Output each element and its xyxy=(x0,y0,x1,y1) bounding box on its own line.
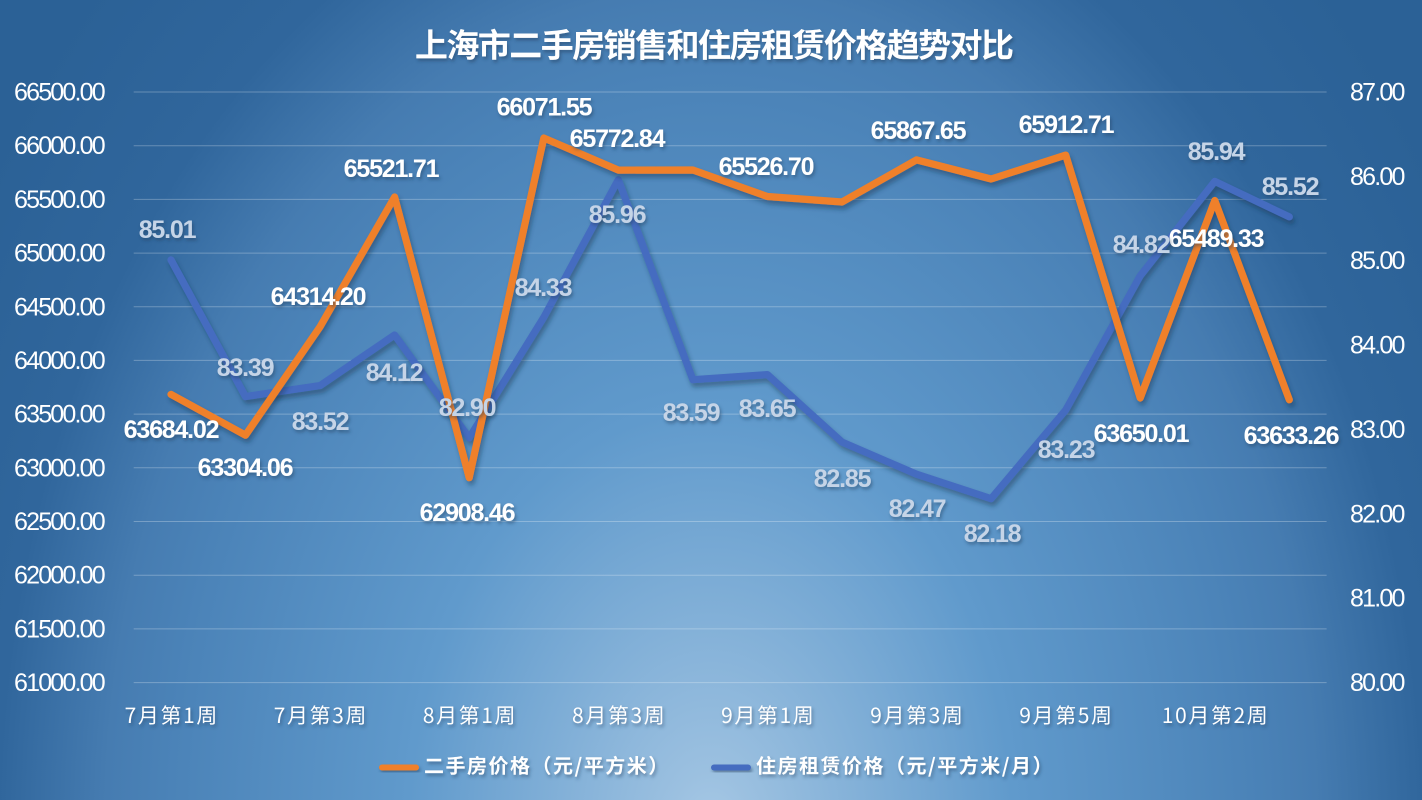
svg-text:83.65: 83.65 xyxy=(739,395,797,423)
svg-text:83.00: 83.00 xyxy=(1350,416,1404,444)
svg-text:85.52: 85.52 xyxy=(1262,173,1319,201)
svg-text:83.59: 83.59 xyxy=(663,399,720,427)
svg-text:84.33: 84.33 xyxy=(515,274,572,302)
svg-text:85.96: 85.96 xyxy=(589,201,646,229)
svg-text:66000.00: 66000.00 xyxy=(14,132,105,160)
svg-text:83.23: 83.23 xyxy=(1038,436,1095,464)
svg-text:66071.55: 66071.55 xyxy=(497,94,593,122)
svg-text:84.00: 84.00 xyxy=(1350,332,1404,360)
svg-text:65867.65: 65867.65 xyxy=(871,117,967,145)
svg-text:65521.71: 65521.71 xyxy=(344,155,440,183)
svg-text:80.00: 80.00 xyxy=(1350,669,1404,697)
svg-text:63633.26: 63633.26 xyxy=(1244,422,1339,450)
svg-text:85.01: 85.01 xyxy=(139,216,197,244)
svg-text:65500.00: 65500.00 xyxy=(14,186,105,214)
svg-text:63304.06: 63304.06 xyxy=(198,454,293,482)
svg-text:84.12: 84.12 xyxy=(366,359,423,387)
svg-text:61000.00: 61000.00 xyxy=(14,669,105,697)
svg-text:63500.00: 63500.00 xyxy=(14,401,105,429)
svg-text:64000.00: 64000.00 xyxy=(14,347,105,375)
svg-text:81.00: 81.00 xyxy=(1350,585,1404,613)
svg-text:66500.00: 66500.00 xyxy=(14,79,105,107)
svg-text:86.00: 86.00 xyxy=(1350,163,1404,191)
svg-text:65000.00: 65000.00 xyxy=(14,240,105,268)
svg-text:82.47: 82.47 xyxy=(889,495,946,523)
svg-text:61500.00: 61500.00 xyxy=(14,615,105,643)
svg-text:85.00: 85.00 xyxy=(1350,247,1404,275)
svg-text:85.94: 85.94 xyxy=(1188,138,1246,166)
svg-text:83.39: 83.39 xyxy=(217,354,274,382)
svg-text:63650.01: 63650.01 xyxy=(1094,420,1190,448)
svg-text:65772.84: 65772.84 xyxy=(570,125,666,153)
svg-text:82.90: 82.90 xyxy=(439,394,496,422)
svg-text:62908.46: 62908.46 xyxy=(420,499,515,527)
svg-text:82.85: 82.85 xyxy=(814,465,872,493)
svg-text:65526.70: 65526.70 xyxy=(719,153,814,181)
svg-text:82.18: 82.18 xyxy=(964,520,1022,548)
svg-text:65489.33: 65489.33 xyxy=(1169,225,1264,253)
svg-text:83.52: 83.52 xyxy=(292,408,349,436)
svg-text:63684.02: 63684.02 xyxy=(124,416,219,444)
svg-text:62000.00: 62000.00 xyxy=(14,562,105,590)
svg-text:65912.71: 65912.71 xyxy=(1019,111,1115,139)
svg-text:64314.20: 64314.20 xyxy=(271,283,366,311)
svg-text:84.82: 84.82 xyxy=(1113,231,1170,259)
svg-text:62500.00: 62500.00 xyxy=(14,508,105,536)
svg-text:82.00: 82.00 xyxy=(1350,500,1404,528)
svg-text:64500.00: 64500.00 xyxy=(14,293,105,321)
svg-text:87.00: 87.00 xyxy=(1350,79,1404,107)
svg-text:63000.00: 63000.00 xyxy=(14,454,105,482)
